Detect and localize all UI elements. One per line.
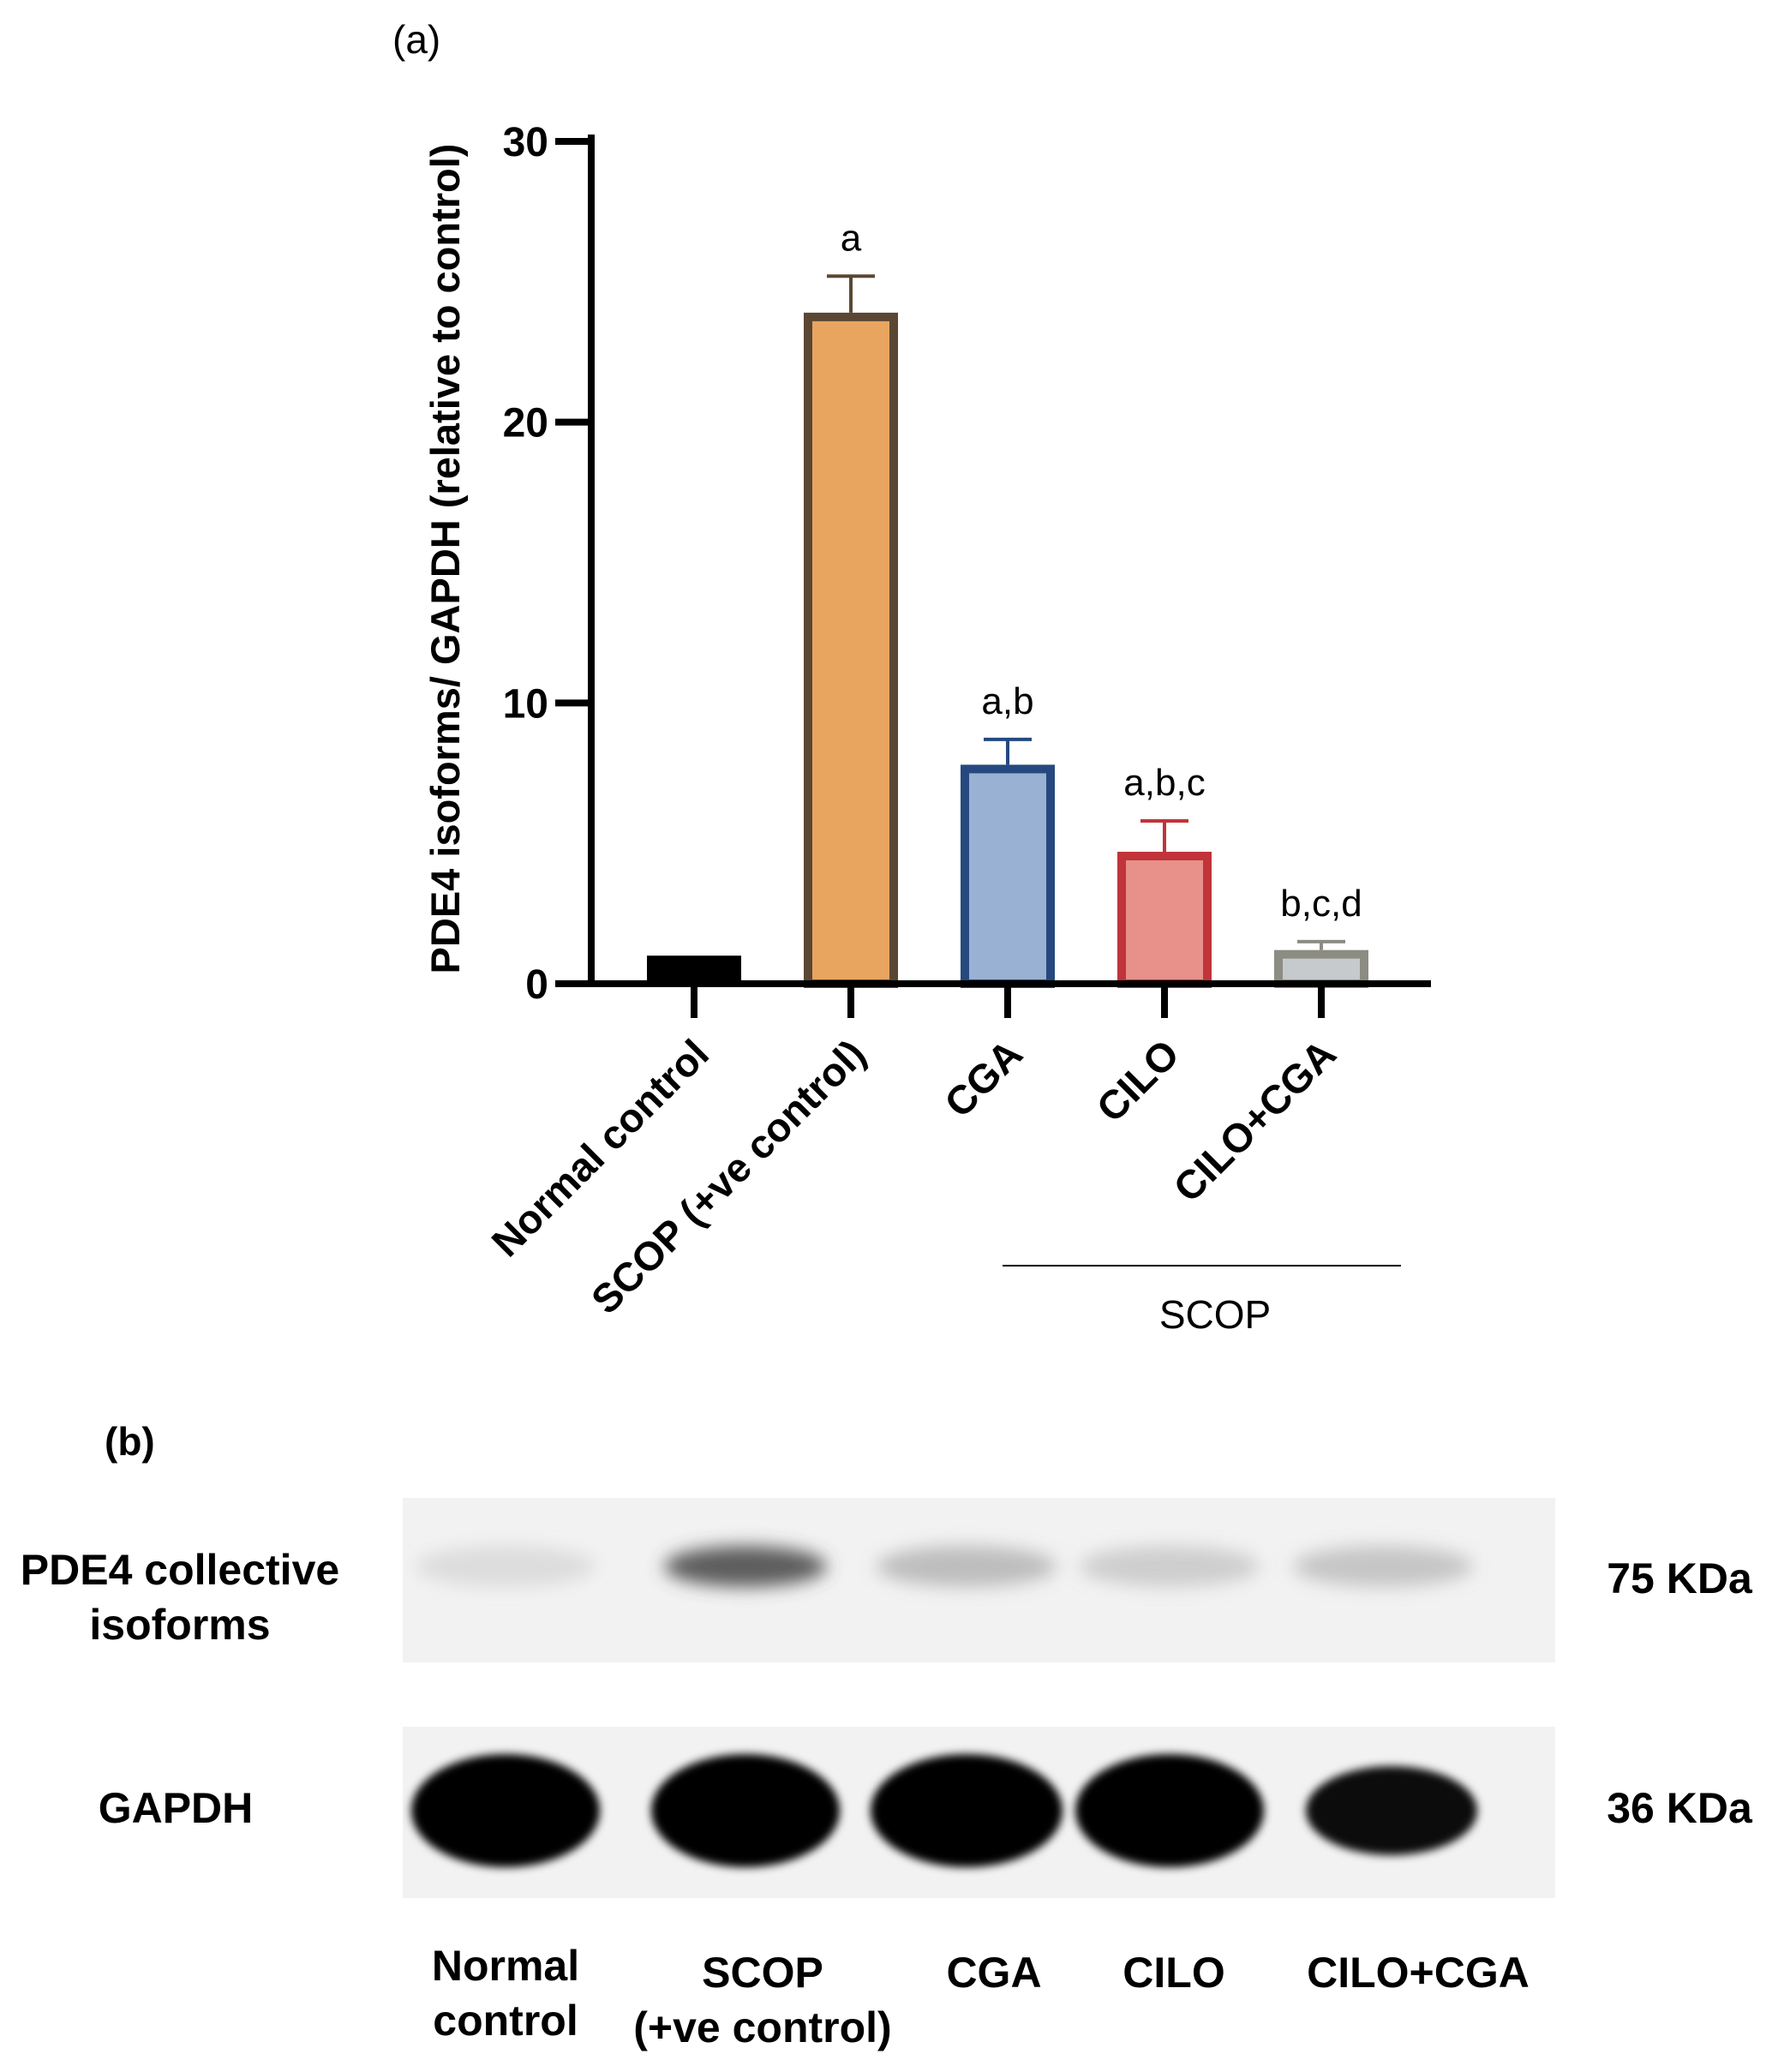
lane-label-cilo-cga: CILO+CGA [1307, 1949, 1530, 1997]
panel-b-tag: (b) [105, 1419, 155, 1464]
lane-label-scop: SCOP (+ve control) [633, 1949, 892, 2051]
y-tick-label: 20 [503, 401, 548, 446]
bar-0 [647, 955, 741, 984]
y-tick-label: 0 [525, 962, 548, 1008]
x-tick-label-1: SCOP (+ve control) [582, 1031, 874, 1323]
bar-2 [961, 764, 1055, 988]
blot-pde4 [403, 1498, 1555, 1662]
gapdh-band-4 [1306, 1766, 1477, 1855]
pde4-band-1 [664, 1546, 827, 1587]
x-tick-label-2: CGA [936, 1031, 1031, 1126]
significance-label-3: a,b,c [1123, 762, 1205, 804]
panel-a-tag: (a) [392, 17, 440, 62]
lane-label-normal: Normal control [431, 1942, 580, 2045]
significance-label-2: a,b [981, 680, 1033, 722]
lane-label-cilo: CILO [1122, 1949, 1225, 1997]
gapdh-band-0 [411, 1754, 600, 1867]
pde4-band-0 [416, 1546, 596, 1587]
scop-group-label: SCOP [1159, 1292, 1271, 1337]
significance-labels-group: a a,b a,b,c b,c,d [841, 217, 1362, 925]
bar-3 [1117, 851, 1212, 988]
error-bars-group [827, 274, 1345, 950]
y-ticks-group: 0 10 20 30 [503, 120, 591, 1008]
band-size-gapdh: 36 KDa [1607, 1784, 1752, 1832]
pde4-band-2 [877, 1546, 1057, 1587]
gapdh-band-2 [871, 1754, 1063, 1867]
bars-group [647, 312, 1368, 989]
bar-4 [1274, 949, 1368, 989]
x-tick-label-3: CILO [1087, 1031, 1188, 1131]
pde4-band-4 [1293, 1546, 1473, 1587]
y-axis-label: PDE4 isoforms/ GAPDH (relative to contro… [422, 144, 468, 974]
y-tick-label: 10 [503, 681, 548, 727]
band-size-pde4: 75 KDa [1607, 1554, 1752, 1602]
band-label-gapdh: GAPDH [98, 1784, 254, 1832]
blot-gapdh [403, 1727, 1555, 1898]
gapdh-band-3 [1075, 1754, 1264, 1867]
significance-label-1: a [841, 217, 862, 259]
y-tick-label: 30 [503, 120, 548, 165]
gapdh-band-1 [651, 1754, 840, 1867]
x-tick-label-4: CILO+CGA [1164, 1031, 1344, 1211]
significance-label-4: b,c,d [1280, 883, 1362, 925]
band-label-pde4: PDE4 collective isoforms [20, 1546, 340, 1649]
lane-label-cga: CGA [946, 1949, 1042, 1997]
bar-1 [804, 312, 898, 989]
pde4-band-3 [1080, 1546, 1260, 1587]
